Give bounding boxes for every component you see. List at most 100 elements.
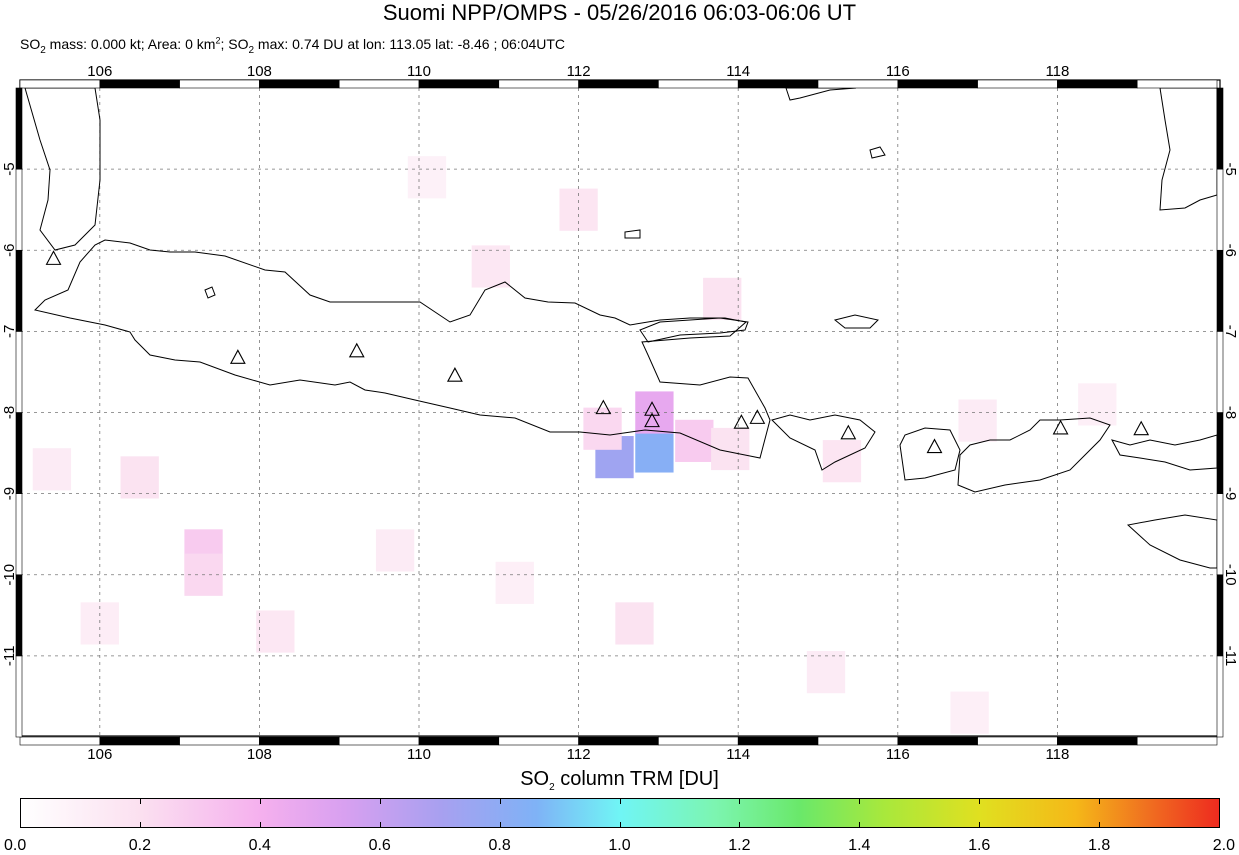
frame-band [817,736,899,746]
lat-tick-label: -5 [1222,162,1239,175]
volcano-icon [1133,420,1150,436]
so2-pixel [703,277,742,321]
so2-pixel [471,245,510,288]
frame-band [15,574,23,657]
frame-band [19,79,101,89]
lon-tick-label: 116 [886,63,910,80]
colorbar-label: 1.4 [848,837,871,854]
frame-band [99,79,180,89]
lon-tick-label: 114 [726,63,750,80]
so2-pixel [822,440,862,483]
so2-pixel [80,602,119,645]
frame-band [259,79,340,89]
frame-band [578,736,659,746]
frame-band [658,79,739,89]
colorbar-tick [20,798,21,828]
so2-pixel [256,610,295,653]
colorbar-label: 1.0 [608,837,631,854]
colorbar-label: 0.6 [368,837,391,854]
frame-band [15,87,23,170]
frame-band [977,79,1058,89]
coastline-lombok [899,427,961,481]
so2-pixel [407,156,447,199]
so2-pixel [635,391,674,434]
frame-band [1216,493,1224,576]
coastline-borneo [785,87,857,101]
volcano-icon [749,409,766,424]
volcano-icon [348,342,365,358]
frame-band [179,736,260,746]
volcano-icon [45,250,62,265]
colorbar-tick [1219,798,1220,828]
lat-tick-label: -6 [1,244,18,257]
lat-tick-label: -7 [1,325,18,338]
lon-tick-label: 116 [886,746,910,763]
frame-band [1057,736,1138,746]
so2-pixel [120,456,159,499]
frame-band [15,168,23,251]
map-title: Suomi NPP/OMPS - 05/26/2016 06:03-06:06 … [382,0,857,25]
colorbar-tick [1099,798,1101,828]
volcano-icon [644,401,660,416]
lat-tick-label: -8 [1,406,18,419]
lat-tick-label: -6 [1222,244,1239,257]
frame-band [1216,249,1224,332]
frame-band [1216,655,1224,738]
coastline-sumba [1126,514,1218,569]
so2-pixel [375,529,415,572]
so2-pixel [806,651,846,694]
so2-pixel [615,602,654,645]
frame-band [1216,331,1224,413]
so2-pixel [32,448,72,491]
coastlines [24,87,1218,569]
coastline-bawean [204,286,216,299]
frame-band [498,79,579,89]
coastline-masalembu [869,146,886,159]
lon-tick-label: 114 [726,746,750,763]
lon-tick-label: 106 [87,746,112,763]
frame-band [1136,79,1218,89]
lat-tick-label: -10 [1222,564,1239,586]
frame-band [578,79,659,89]
frame-band [338,79,420,89]
coastline-sulawesi [1159,87,1218,211]
colorbar-title: SO2 column TRM [DU] [520,768,719,793]
coastline-sumbawa [957,417,1111,493]
lon-tick-label: 112 [567,746,591,763]
frame-band [897,736,978,746]
lat-tick-label: -8 [1222,406,1239,419]
frame-band [977,736,1058,746]
axis-labels: 106 106 108 108 110 110 112 112 114 114 116 116 118 1… [1,63,1239,763]
frame-band [338,736,420,746]
frame-band [1216,168,1224,251]
colorbar-label: 1.8 [1087,837,1111,854]
colorbar-tick [739,798,741,828]
coastline-komodo-flores [1111,434,1218,471]
lat-tick-label: -9 [1,487,18,500]
coastline-madura [639,317,749,343]
colorbar-label: 2.0 [1212,837,1235,854]
colorbar-label: 0.2 [128,837,152,854]
lon-tick-label: 110 [407,746,431,763]
lon-tick-label: 112 [567,63,591,80]
frame-band [259,736,340,746]
frame-band [658,736,739,746]
so2-pixel [950,691,989,734]
frame-band [897,79,978,89]
frame-ticks [15,79,1224,746]
so2-pixel [1078,383,1117,426]
volcano-icon [1052,419,1069,435]
so2-summary: SO2 mass: 0.000 kt; Area: 0 km2; SO2 max… [20,35,566,56]
frame-band [418,79,500,89]
frame-band [15,331,23,413]
lat-tick-label: -9 [1222,487,1239,500]
frame-band [1136,736,1218,746]
so2-map[interactable]: 106 106 108 108 110 110 112 112 114 114 116 116 118 1… [0,0,1239,770]
volcano-icon [229,349,246,364]
coastline-sumatra [24,87,101,251]
frame-band [498,736,579,746]
volcano-icon [644,412,660,428]
frame-band [1216,87,1224,170]
colorbar-label: 0.8 [488,837,511,854]
so2-pixel [675,419,714,462]
